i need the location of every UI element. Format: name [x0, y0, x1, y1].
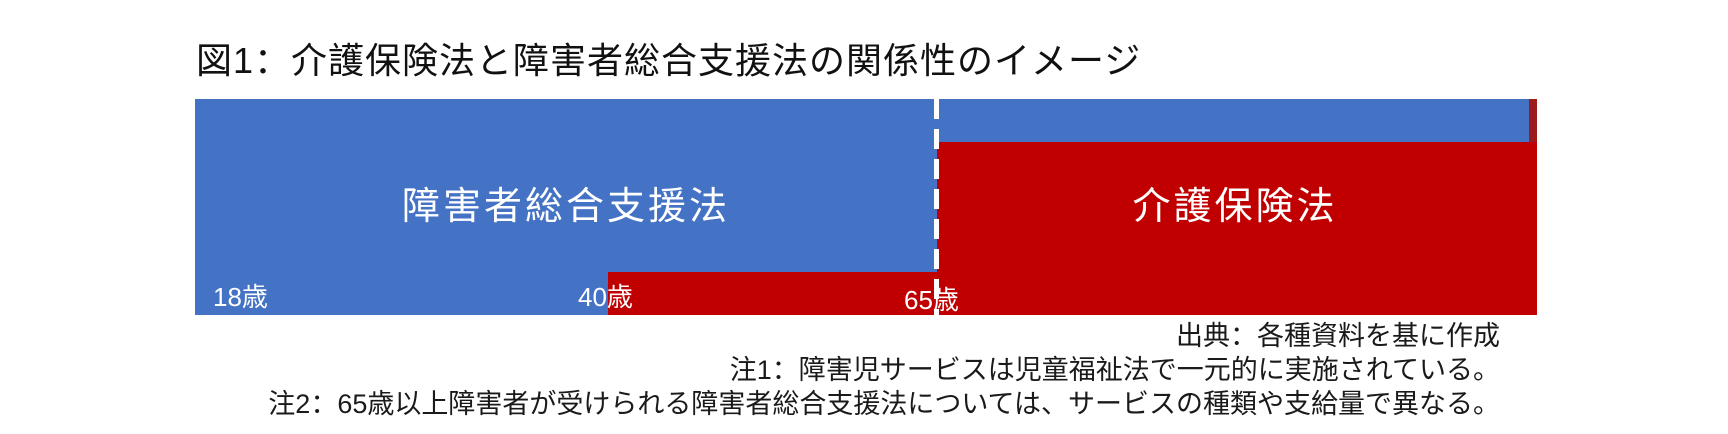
footnotes: 出典：各種資料を基に作成 注1：障害児サービスは児童福祉法で一元的に実施されてい… [268, 319, 1500, 421]
red-strip-bottom-left [608, 272, 937, 315]
age-marker-18: 18歳 [213, 282, 268, 312]
note-1: 注1：障害児サービスは児童福祉法で一元的に実施されている。 [729, 355, 1500, 385]
red-sliver-right-edge [1529, 99, 1537, 142]
blue-band-top-right [937, 99, 1529, 142]
label-kaigo-hoken-ho: 介護保険法 [1132, 186, 1338, 228]
age-marker-40: 40歳 [578, 282, 633, 312]
figure-title: 図1：介護保険法と障害者総合支援法の関係性のイメージ [196, 40, 1142, 81]
age-marker-65: 65歳 [904, 285, 959, 315]
source-note: 出典：各種資料を基に作成 [1176, 321, 1500, 351]
note-2: 注2：65歳以上障害者が受けられる障害者総合支援法については、サービスの種類や支… [268, 389, 1500, 419]
age-law-diagram: 障害者総合支援法 介護保険法 18歳 40歳 65歳 [195, 99, 1537, 315]
label-sogo-shien-ho: 障害者総合支援法 [401, 186, 730, 228]
age-65-dashed-divider [934, 99, 939, 315]
